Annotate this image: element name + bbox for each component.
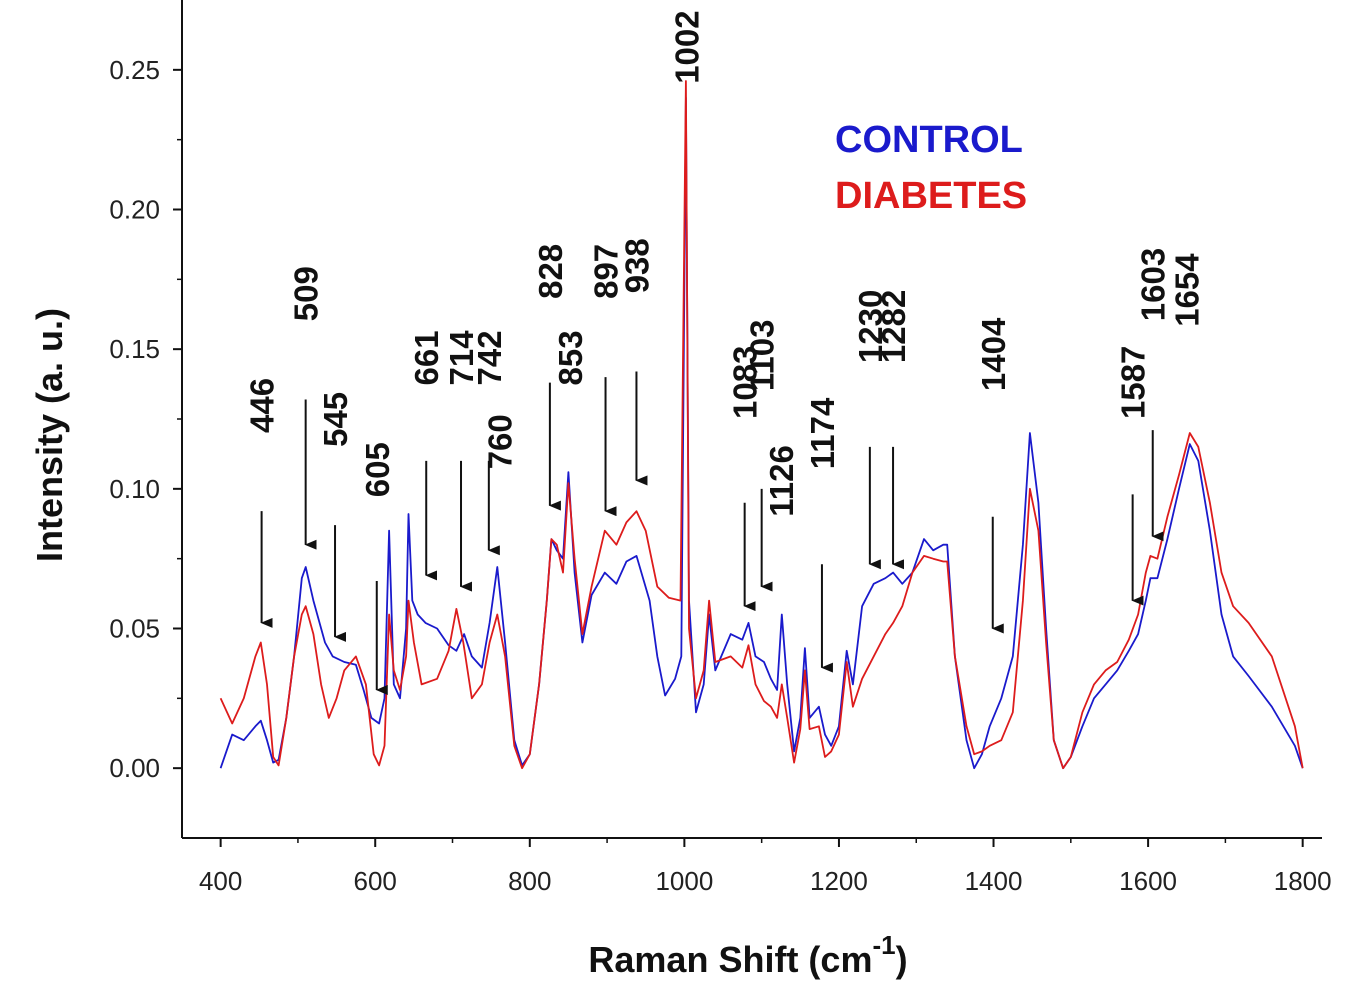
y-tick-label: 0.25 [109,55,160,85]
peak-label-1282: 1282 [875,290,912,363]
x-tick-label: 1200 [810,866,868,896]
peak-label-760: 760 [482,414,519,469]
x-tick-label: 800 [508,866,551,896]
legend-entry-control: CONTROL [835,119,1023,161]
legend-entry-diabetes: DIABETES [835,175,1027,217]
peak-label-938: 938 [619,238,656,293]
y-axis-title: Intensity (a. u.) [29,308,70,562]
x-tick-label: 1000 [655,866,713,896]
x-tick-label: 1800 [1274,866,1332,896]
axes: 400 600 800 1000 1200 1400 1600 1800 0.00 0.05 0.1… [109,0,1332,896]
peak-label-1603: 1603 [1135,248,1172,321]
peak-label-1002: 1002 [669,10,706,83]
y-tick-label: 0.00 [109,753,160,783]
axis-titles: Intensity (a. u.) Raman Shift (cm-1) [29,308,908,980]
x-axis-title-superscript: -1 [872,930,895,960]
peak-label-1126: 1126 [763,445,800,517]
peak-label-605: 605 [359,442,396,497]
peak-label-714: 714 [443,330,480,386]
x-axis-title: Raman Shift (cm-1) [588,930,907,980]
peak-label-1103: 1103 [744,320,781,392]
x-tick-label: 600 [354,866,397,896]
series-line-control [219,96,1304,770]
x-axis-title-main: Raman Shift (cm [588,939,872,980]
series-layer [219,80,1304,770]
x-tick-label: 1400 [965,866,1023,896]
peak-label-1587: 1587 [1115,346,1152,419]
x-axis-title-close: ) [896,939,908,980]
peak-label-1174: 1174 [804,397,841,469]
x-tick-label: 400 [199,866,242,896]
x-tick-label: 1600 [1119,866,1177,896]
peak-label-1083: 1083 [727,346,764,419]
peak-label-545: 545 [317,392,354,447]
legend: CONTROL DIABETES [835,119,1027,217]
peak-label-661: 661 [408,330,445,385]
peak-label-828: 828 [532,244,569,299]
y-tick-label: 0.20 [109,195,160,225]
y-tick-label: 0.10 [109,474,160,504]
peak-label-853: 853 [552,330,589,385]
peak-label-1230: 1230 [852,290,889,363]
peak-label-897: 897 [588,244,625,299]
y-tick-label: 0.15 [109,334,160,364]
y-tick-label: 0.05 [109,614,160,644]
peak-label-742: 742 [471,330,508,385]
peak-label-446: 446 [244,378,281,433]
series-line-diabetes [219,80,1304,770]
peak-label-1654: 1654 [1169,253,1206,327]
peak-label-509: 509 [288,266,325,321]
peak-label-1404: 1404 [975,317,1012,391]
